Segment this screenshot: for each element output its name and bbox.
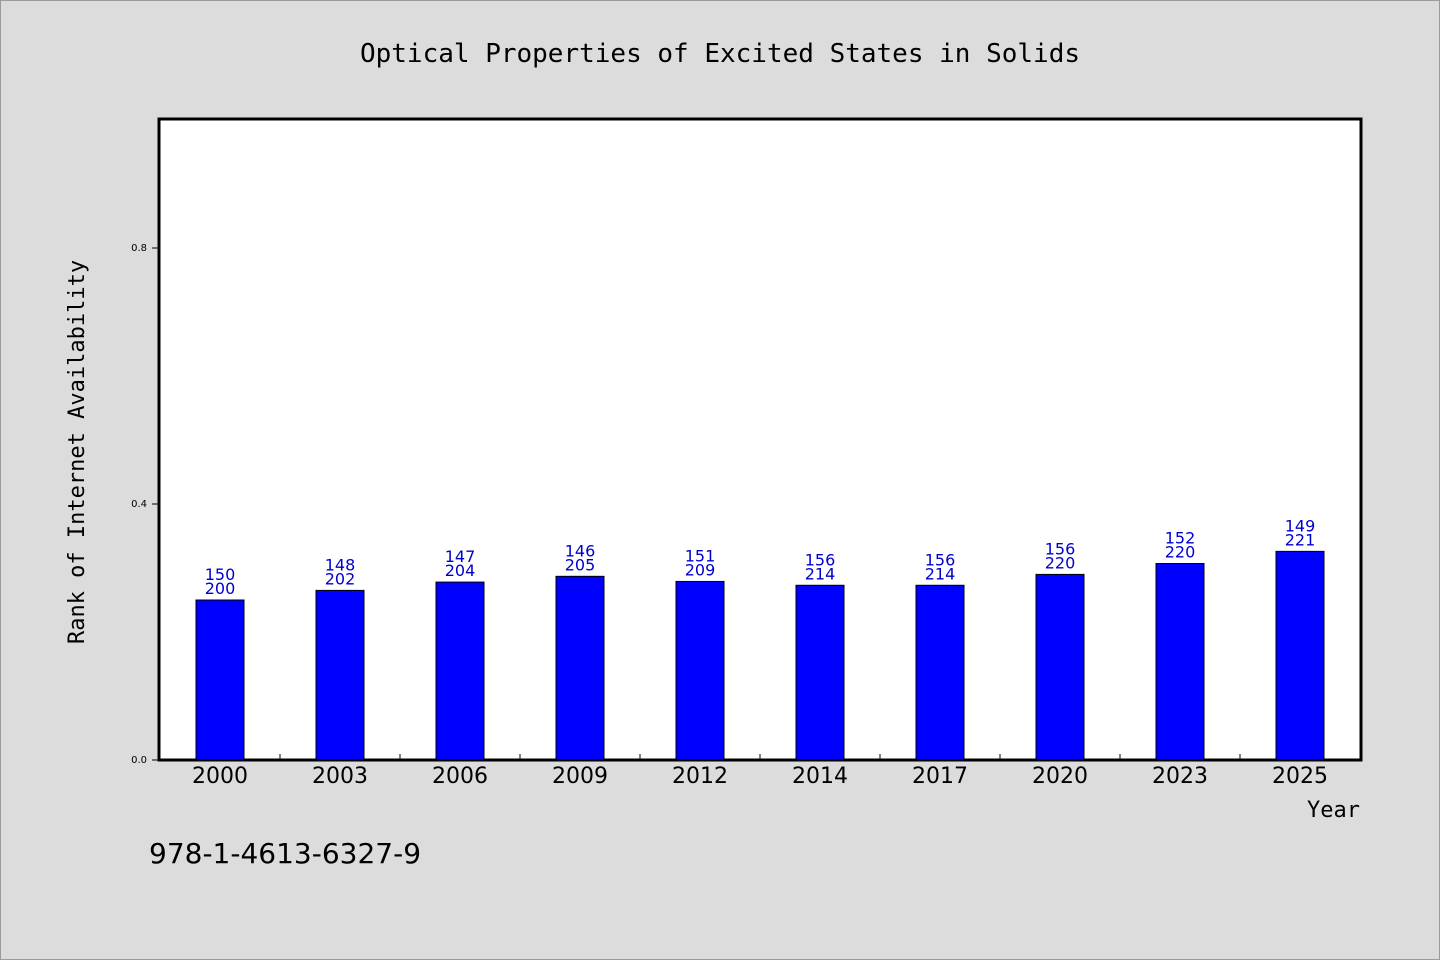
data-label-top: 149 — [1285, 516, 1316, 535]
data-label-bottom: 220 — [1045, 553, 1076, 572]
x-tick-label: 2009 — [552, 764, 608, 789]
data-label-bottom: 220 — [1165, 543, 1196, 562]
data-label-bottom: 200 — [205, 579, 236, 598]
bar-2017 — [915, 584, 965, 761]
data-label-top: 148 — [325, 555, 356, 574]
x-tick-label: 2017 — [912, 764, 968, 789]
data-label-top: 147 — [445, 547, 476, 566]
x-tick-label: 2000 — [192, 764, 248, 789]
bar-2023 — [1155, 563, 1205, 761]
chart-title: Optical Properties of Excited States in … — [360, 39, 1080, 69]
data-label-bottom: 205 — [565, 555, 596, 574]
data-label-bottom: 202 — [325, 569, 356, 588]
bar-2020 — [1035, 573, 1085, 761]
x-tick-label: 2012 — [672, 764, 728, 789]
x-tick-label: 2020 — [1032, 764, 1088, 789]
data-label-top: 152 — [1165, 529, 1196, 548]
data-label-bottom: 221 — [1285, 530, 1316, 549]
y-ticks-group: 0.0 0.4 0.8 — [131, 243, 160, 766]
x-tick-label: 2025 — [1272, 764, 1328, 789]
bar-2003 — [315, 589, 365, 761]
y-tick-label: 0.4 — [131, 499, 147, 510]
data-label-top: 156 — [805, 550, 836, 569]
y-tick-label: 0.8 — [131, 243, 147, 254]
bars-group — [195, 550, 1325, 761]
y-axis-label: Rank of Internet Availability — [65, 260, 90, 644]
y-tick-label: 0.0 — [131, 755, 147, 766]
data-label-top: 150 — [205, 565, 236, 584]
x-tick-label: 2014 — [792, 764, 848, 789]
bar-2009 — [555, 575, 605, 761]
x-ticks-group: 2000 2003 2006 2009 2012 2014 2017 2020 2023 2025 — [192, 754, 1328, 789]
bar-2014 — [795, 584, 845, 761]
bar-2025 — [1275, 550, 1325, 761]
data-label-bottom: 214 — [925, 564, 956, 583]
data-label-top: 151 — [685, 546, 716, 565]
bar-2006 — [435, 581, 485, 761]
bar-2012 — [675, 580, 725, 761]
x-tick-label: 2003 — [312, 764, 368, 789]
data-label-top: 156 — [925, 550, 956, 569]
data-label-top: 146 — [565, 541, 596, 560]
x-tick-label: 2006 — [432, 764, 488, 789]
data-label-bottom: 209 — [685, 560, 716, 579]
data-label-bottom: 204 — [445, 561, 476, 580]
data-label-top: 156 — [1045, 539, 1076, 558]
isbn-label: 978-1-4613-6327-9 — [149, 837, 421, 870]
x-tick-label: 2023 — [1152, 764, 1208, 789]
data-label-bottom: 214 — [805, 564, 836, 583]
x-axis-label: Year — [1307, 798, 1360, 823]
bar-2000 — [195, 599, 245, 761]
